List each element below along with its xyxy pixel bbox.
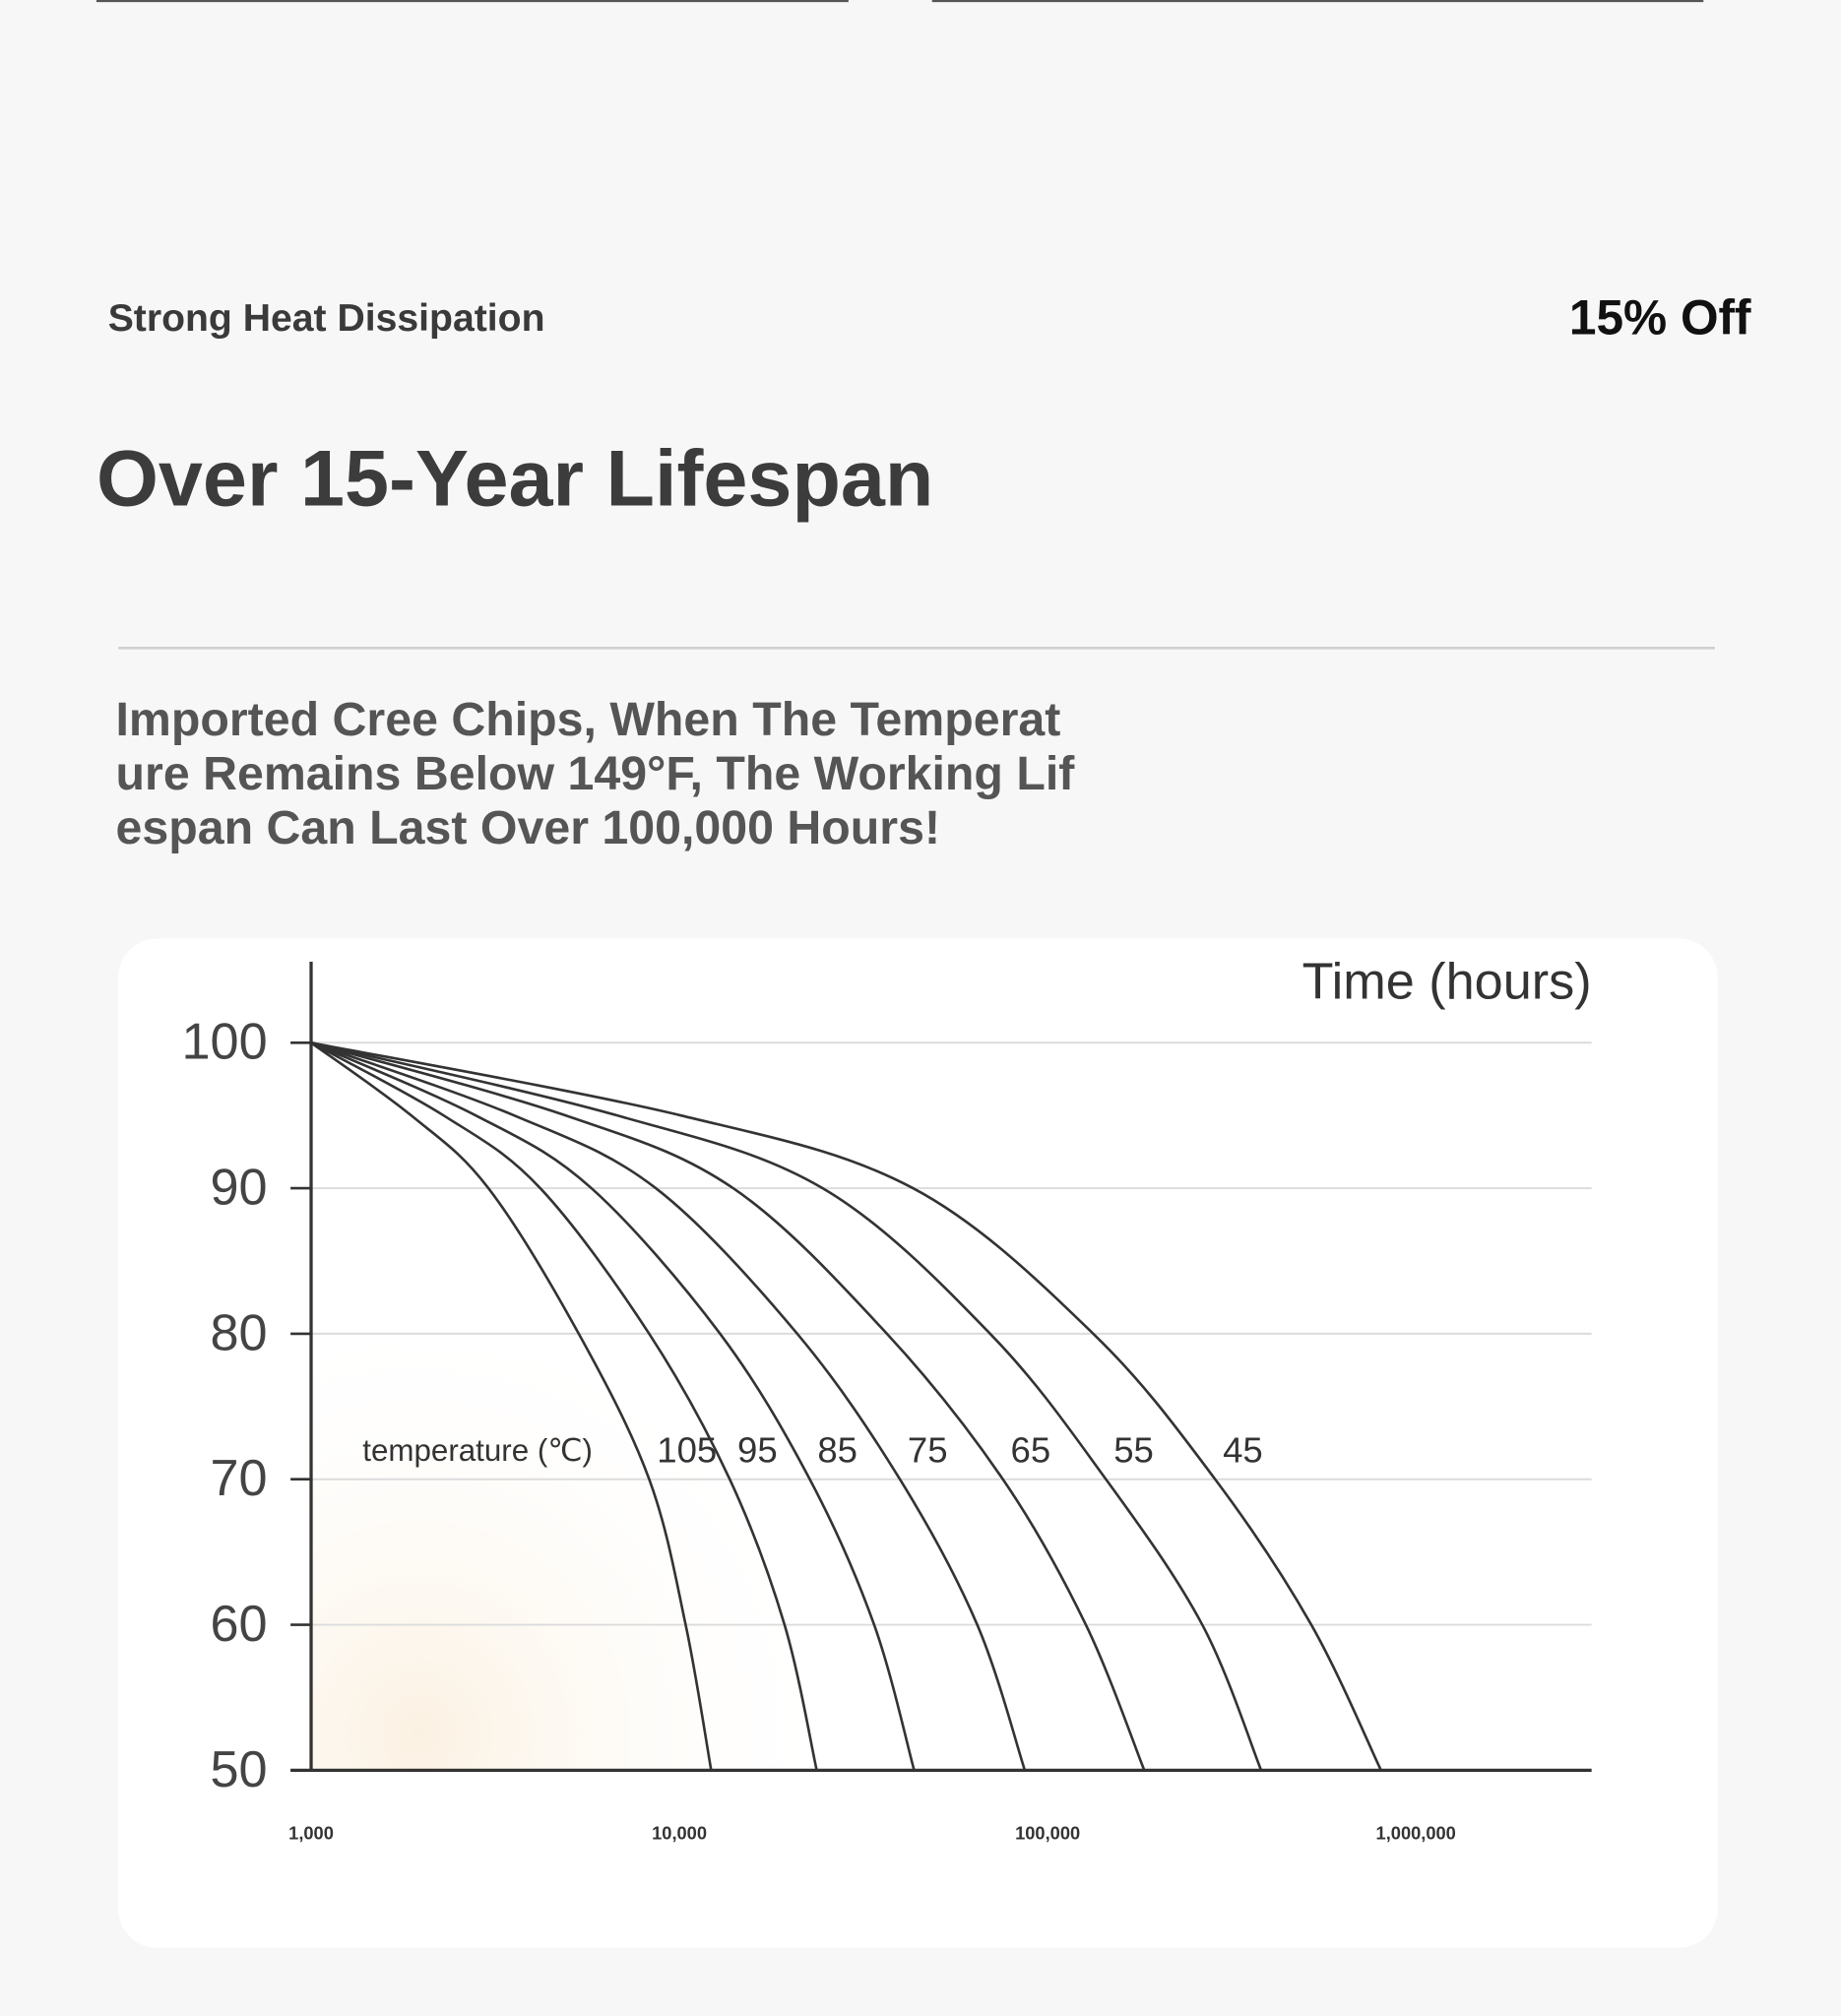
temperature-curve	[310, 1040, 1263, 1771]
temperature-curve	[310, 1041, 713, 1771]
description-line: espan Can Last Over 100,000 Hours!	[116, 801, 941, 854]
chart: 50 60 70 80 90 100 1,000 10,000 100,000 1,000,000…	[181, 961, 1592, 1843]
y-tick-label: 50	[211, 1741, 268, 1798]
x-axis-label: Time (hours)	[1302, 953, 1592, 1010]
subtitle: Strong Heat Dissipation	[108, 297, 545, 340]
y-tick-label: 100	[181, 1014, 267, 1071]
series-label: 45	[1223, 1429, 1263, 1470]
y-tick-label: 80	[211, 1304, 268, 1361]
x-tick-label: 100,000	[1015, 1822, 1080, 1843]
series-label: 105	[657, 1429, 717, 1470]
discount[interactable]: 15% Off	[1569, 290, 1751, 346]
y-tick-label: 60	[211, 1596, 268, 1653]
x-tick-label: 10,000	[652, 1822, 707, 1843]
temperature-curve	[310, 1041, 818, 1771]
temperature-curve	[310, 1041, 1027, 1771]
x-tick-label: 1,000,000	[1376, 1822, 1456, 1843]
series-label: 55	[1113, 1429, 1154, 1470]
annotation: temperature (℃)	[362, 1433, 593, 1468]
series-label: 65	[1011, 1429, 1051, 1470]
title: Over 15-Year Lifespan	[96, 434, 933, 523]
temperature-curve	[310, 1041, 916, 1771]
temperature-curve	[310, 1041, 1146, 1771]
series-label: 85	[817, 1429, 857, 1470]
chart-shade	[311, 1042, 1032, 1771]
series-label: 95	[737, 1429, 778, 1470]
description-line: Imported Cree Chips, When The Temperat	[116, 693, 1061, 746]
y-tick-label: 90	[211, 1159, 268, 1216]
series-label: 75	[908, 1429, 948, 1470]
x-tick-label: 1,000	[288, 1822, 334, 1843]
temperature-curve	[310, 1040, 1382, 1771]
description-line: ure Remains Below 149°F, The Working Lif	[116, 747, 1076, 800]
y-tick-label: 70	[211, 1450, 268, 1507]
